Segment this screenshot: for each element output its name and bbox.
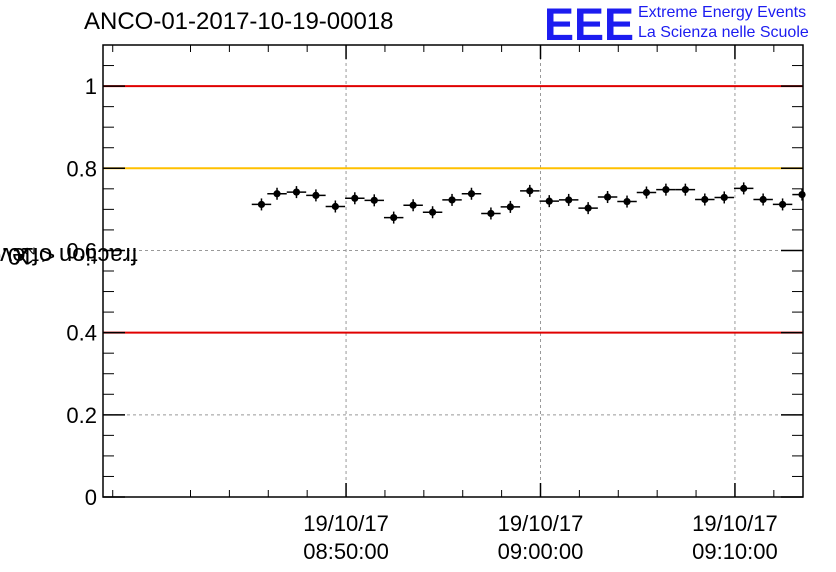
- grid: [103, 45, 803, 497]
- chart-title: ANCO-01-2017-10-19-00018: [84, 8, 394, 35]
- y-tick-label: 0.6: [66, 238, 97, 263]
- data-point: [623, 197, 631, 206]
- data-point: [448, 196, 456, 204]
- data-point: [467, 190, 476, 198]
- y-tick-label: 0.2: [66, 403, 97, 428]
- x-tick-label-time: 09:10:00: [692, 539, 778, 564]
- data-point: [506, 203, 514, 211]
- x-tick-label-time: 08:50:00: [303, 539, 389, 564]
- plot-frame: [102, 44, 804, 498]
- data-point: [759, 195, 767, 204]
- data-point: [778, 200, 787, 209]
- logo-text-line2: La Scienza nelle Scuole: [638, 24, 809, 41]
- reference-lines: [103, 85, 803, 334]
- axes: 0 0.2 0.4 0.6 0.8 1 19/10/17 08:50:00 19/10/17 09…: [66, 45, 803, 564]
- logo-text-line1: Extreme Energy Events: [638, 4, 807, 21]
- y-tick-label: 0.4: [66, 321, 97, 346]
- eee-logo: EEE: [544, 0, 635, 50]
- data-point: [292, 188, 301, 196]
- data-point: [257, 200, 266, 209]
- data-point: [720, 193, 728, 202]
- x-tick-label-date: 19/10/17: [692, 511, 778, 536]
- data-point: [487, 209, 495, 218]
- data-point: [273, 190, 281, 198]
- data-points: [251, 182, 806, 224]
- x-tick-label-date: 19/10/17: [303, 511, 389, 536]
- data-point: [565, 196, 573, 204]
- data-point: [798, 190, 806, 199]
- y-tick-label: 0: [85, 485, 97, 510]
- data-point: [701, 195, 709, 204]
- data-point: [740, 184, 748, 193]
- data-point: [526, 187, 534, 195]
- data-point: [312, 191, 320, 199]
- data-point: [428, 208, 437, 216]
- y-axis-label-suffix: < 10.0: [0, 242, 56, 270]
- data-point: [351, 194, 359, 202]
- data-point: [642, 188, 651, 197]
- y-tick-label: 1: [85, 74, 97, 99]
- data-point: [681, 186, 689, 194]
- data-point: [603, 193, 612, 201]
- y-tick-label: 0.8: [66, 156, 97, 181]
- data-point: [545, 197, 553, 205]
- x-tick-label-time: 09:00:00: [498, 539, 584, 564]
- data-point: [331, 202, 339, 211]
- data-point: [390, 213, 398, 222]
- data-point: [409, 201, 417, 209]
- data-point: [370, 196, 378, 204]
- data-point: [662, 186, 670, 194]
- data-point: [584, 204, 592, 212]
- x-tick-label-date: 19/10/17: [498, 511, 584, 536]
